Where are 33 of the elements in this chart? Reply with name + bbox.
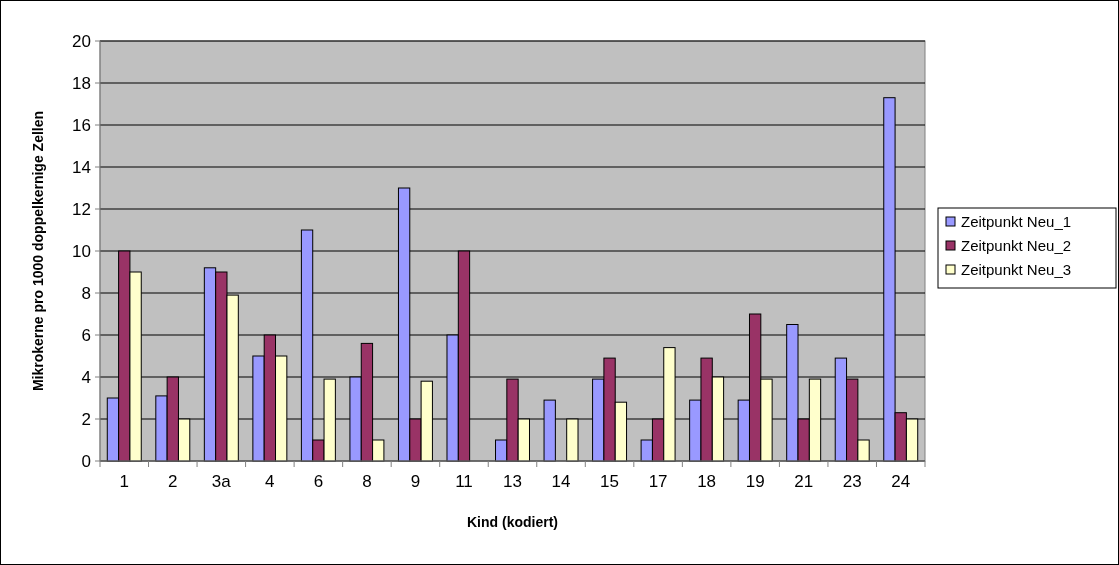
y-axis-title: Mikrokerne pro 1000 doppelkernige Zellen — [30, 110, 46, 392]
y-tick-label: 2 — [81, 409, 91, 429]
x-tick-label: 18 — [697, 472, 717, 491]
x-tick-label: 8 — [362, 472, 372, 491]
x-tick-label: 17 — [648, 472, 668, 491]
y-tick-label: 16 — [72, 115, 91, 135]
y-tick-label: 20 — [72, 31, 91, 51]
legend-label: Zeitpunkt Neu_2 — [961, 237, 1072, 255]
y-tick-label: 4 — [81, 367, 91, 387]
x-tick-label: 6 — [313, 472, 324, 491]
y-tick-label: 6 — [81, 325, 91, 345]
y-tick-label: 18 — [72, 73, 91, 93]
y-tick-label: 8 — [81, 283, 91, 303]
y-tick-label: 0 — [81, 451, 91, 471]
x-tick-label: 2 — [168, 472, 178, 491]
x-tick-label: 14 — [551, 472, 571, 491]
x-tick-label: 24 — [891, 472, 911, 491]
legend-label: Zeitpunkt Neu_3 — [961, 261, 1072, 279]
x-tick-label: 21 — [794, 472, 814, 491]
x-tick-label: 23 — [842, 472, 862, 491]
x-tick-label: 15 — [600, 472, 620, 491]
legend-label: Zeitpunkt Neu_1 — [961, 213, 1072, 231]
x-tick-label: 3a — [211, 472, 232, 491]
x-tick-label: 11 — [455, 472, 473, 491]
x-tick-label: 4 — [265, 472, 275, 491]
y-tick-label: 14 — [72, 157, 91, 177]
y-tick-label: 10 — [72, 241, 91, 261]
x-tick-label: 1 — [119, 472, 129, 491]
x-tick-label: 13 — [503, 472, 522, 491]
x-tick-label: 19 — [745, 472, 765, 491]
y-tick-label: 12 — [72, 199, 91, 219]
x-axis-title: Kind (kodiert) — [467, 514, 558, 530]
x-tick-label: 9 — [410, 472, 421, 491]
